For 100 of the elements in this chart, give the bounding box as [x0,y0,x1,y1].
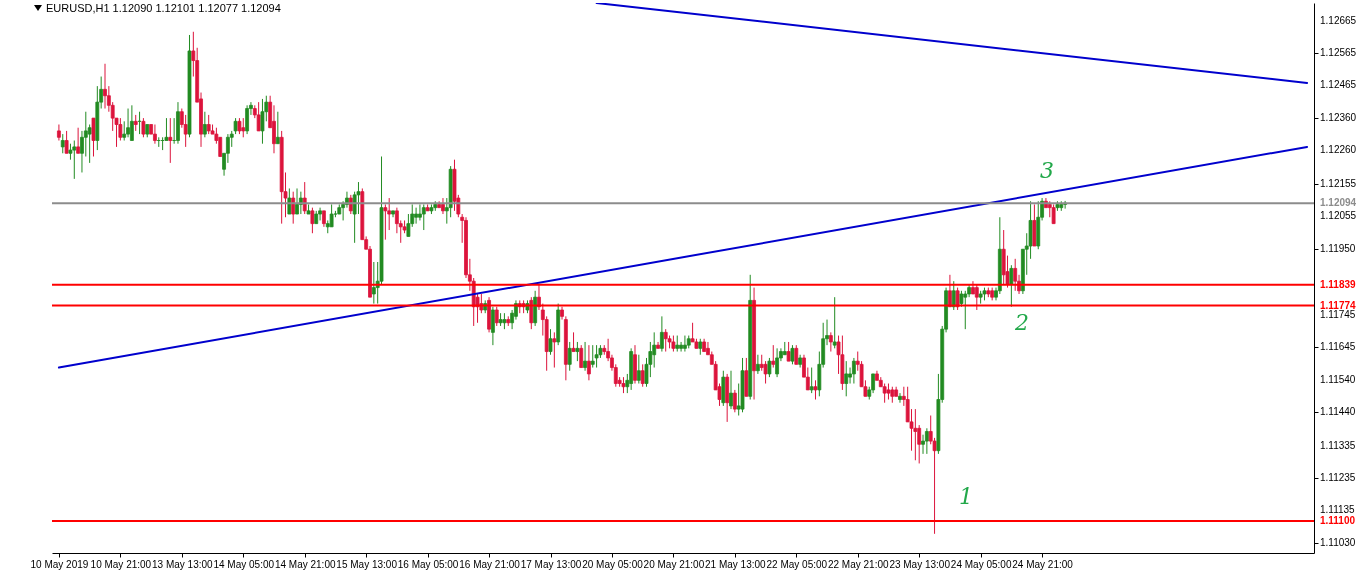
x-tick-label: 15 May 13:00 [336,558,398,570]
x-tick-label: 21 May 13:00 [705,558,767,570]
candlestick [421,203,426,231]
y-tick-label: 1.11440 [1320,406,1356,418]
candlestick [103,63,107,110]
candlestick [732,389,737,413]
candlestick [414,207,418,225]
candlestick [579,344,584,369]
x-tick-label: 20 May 21:00 [643,558,705,570]
candlestick [76,127,81,154]
x-tick-label: 10 May 2019 [30,558,89,570]
candlestick [260,98,265,145]
candlestick [656,341,660,349]
x-tick-label: 23 May 13:00 [889,558,951,570]
candlestick [852,357,856,385]
candlestick [790,344,795,365]
candlestick [913,408,918,461]
candlestick [974,283,979,311]
candlestick [287,187,292,215]
y-tick-label: 1.12565 [1320,46,1356,58]
x-tick-label: 22 May 21:00 [827,558,889,570]
candlestick [832,296,837,349]
ref-line-label: 1.11100 [1320,515,1356,527]
candlestick [206,114,211,135]
candlestick [129,104,134,141]
y-tick-label: 1.12665 [1320,14,1356,26]
candlestick [809,367,814,394]
candlestick [636,354,641,385]
candlestick [679,341,683,353]
candlestick [963,290,968,330]
y-tick-label: 1.11540 [1320,374,1356,386]
candlestick [529,296,534,330]
candlestick [755,354,760,375]
x-tick-label: 10 May 21:00 [90,558,152,570]
candlestick [898,392,902,404]
candlestick [794,344,799,365]
candlestick [548,328,553,356]
candlestick [241,117,246,138]
candlestick [72,140,77,180]
candlestick [948,274,952,308]
candlestick [552,331,557,369]
chart-title: EURUSD,H1 1.12090 1.12101 1.12077 1.12094 [46,2,281,14]
y-tick-label: 1.11335 [1320,439,1356,451]
candlestick [813,379,818,401]
ref-line-label: 1.11839 [1320,278,1356,290]
annotation: 1 [959,484,973,509]
y-tick-label: 1.12465 [1320,78,1356,90]
candlestick [575,341,580,362]
candlestick [828,331,833,353]
x-tick-label: 13 May 13:00 [152,558,214,570]
x-tick-label: 17 May 13:00 [520,558,582,570]
x-tick-label: 14 May 05:00 [213,558,275,570]
candlestick [272,104,276,154]
x-tick-label: 14 May 21:00 [274,558,336,570]
candlestick [729,370,733,410]
candlestick [659,315,664,353]
candlestick [571,331,576,353]
candlestick [494,306,499,327]
y-tick-label: 1.11030 [1320,537,1356,549]
y-tick-label: 1.12055 [1320,209,1356,221]
candlestick [663,328,668,353]
candlestick [683,335,687,353]
candlestick [318,207,322,221]
y-tick-label: 1.11745 [1320,308,1356,320]
candlestick [1051,203,1056,225]
y-tick-label: 1.11135 [1320,503,1356,515]
x-tick-label: 24 May 21:00 [1012,558,1074,570]
candlestick [245,104,249,135]
annotation: 3 [1040,158,1054,183]
x-tick-label: 22 May 05:00 [766,558,828,570]
ref-line-label: 1.11774 [1320,299,1356,311]
candlestick [491,306,495,346]
candlestick [202,111,207,138]
candlestick [1013,258,1018,292]
candlestick [295,187,299,215]
x-tick-label: 24 May 05:00 [950,558,1012,570]
y-tick-label: 1.11235 [1320,471,1356,483]
x-tick-label: 20 May 05:00 [582,558,644,570]
candlestick [771,344,776,369]
candlestick [153,124,157,145]
x-tick-label: 16 May 05:00 [397,558,459,570]
candlestick [775,347,779,378]
y-tick-label: 1.12260 [1320,144,1356,156]
candlestick [587,344,591,381]
candlestick [57,124,61,141]
y-tick-label: 1.11950 [1320,243,1356,255]
candlestick [767,357,772,378]
y-tick-label: 1.11645 [1320,340,1356,352]
y-tick-label: 1.12360 [1320,112,1356,124]
annotation: 2 [1015,310,1029,335]
x-tick-label: 16 May 21:00 [459,558,521,570]
candlestick [924,427,929,455]
candlestick [844,360,849,397]
candlestick [371,261,376,305]
candlestick [291,191,296,225]
ref-line-label: 1.12094 [1320,197,1356,209]
candlestick [91,117,96,157]
candlestick [583,341,587,372]
candlestick [567,341,572,372]
candlestick [275,111,280,145]
